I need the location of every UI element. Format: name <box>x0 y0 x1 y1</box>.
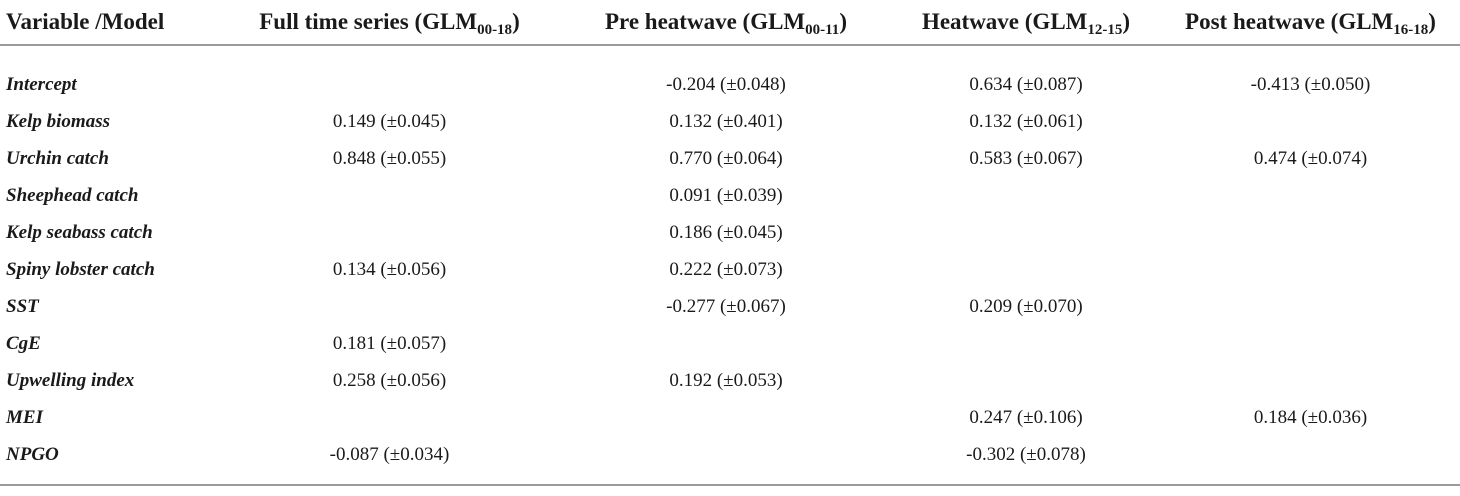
table-row: Urchin catch 0.848 (±0.055) 0.770 (±0.06… <box>0 140 1460 177</box>
variable-cell: Upwelling index <box>6 369 135 391</box>
variable-cell: Intercept <box>6 73 77 95</box>
heat-cell: 0.132 (±0.061) <box>969 110 1083 132</box>
pre-cell <box>561 325 891 362</box>
header-full-label: Full time series (GLM <box>259 9 478 34</box>
table-row: NPGO -0.087 (±0.034) -0.302 (±0.078) <box>0 436 1460 486</box>
full-cell: -0.087 (±0.034) <box>218 436 561 486</box>
full-cell: 0.134 (±0.056) <box>332 258 447 280</box>
header-post-heatwave: Post heatwave (GLM16-18) <box>1161 0 1460 46</box>
header-spacer <box>0 45 1460 66</box>
table-row: Kelp biomass 0.149 (±0.045) 0.132 (±0.40… <box>0 103 1460 140</box>
table-row: MEI 0.247 (±0.106) 0.184 (±0.036) <box>0 399 1460 436</box>
pre-cell: 0.770 (±0.064) <box>669 147 783 169</box>
post-cell <box>1161 362 1460 399</box>
post-cell: 0.474 (±0.074) <box>1253 147 1368 169</box>
header-heat-close: ) <box>1122 9 1131 34</box>
header-post-close: ) <box>1428 9 1436 34</box>
pre-cell: -0.204 (±0.048) <box>666 73 786 95</box>
header-post-sub: 16-18 <box>1393 22 1429 38</box>
full-cell <box>218 288 561 325</box>
variable-cell: Kelp seabass catch <box>6 221 153 243</box>
post-cell <box>1161 251 1460 288</box>
header-heat-sub: 12-15 <box>1087 22 1123 38</box>
post-cell <box>1161 436 1460 486</box>
pre-cell: 0.222 (±0.073) <box>669 258 783 280</box>
full-cell: 0.181 (±0.057) <box>332 332 447 354</box>
header-pre-heatwave: Pre heatwave (GLM00-11) <box>561 0 891 46</box>
full-cell <box>218 399 561 436</box>
full-cell: 0.258 (±0.056) <box>332 369 447 391</box>
heat-cell <box>891 177 1161 214</box>
header-full-time-series: Full time series (GLM00-18) <box>218 0 561 46</box>
variable-cell: Spiny lobster catch <box>6 258 155 280</box>
pre-cell: 0.132 (±0.401) <box>669 110 783 132</box>
heat-cell: 0.247 (±0.106) <box>969 406 1083 428</box>
table-header: Variable /Model Full time series (GLM00-… <box>0 0 1460 46</box>
full-cell: 0.149 (±0.045) <box>332 110 447 132</box>
heat-cell: 0.634 (±0.087) <box>969 73 1083 95</box>
heat-cell <box>891 325 1161 362</box>
header-row: Variable /Model Full time series (GLM00-… <box>0 0 1460 46</box>
table-body: Intercept -0.204 (±0.048) 0.634 (±0.087)… <box>0 45 1460 486</box>
table-row: Intercept -0.204 (±0.048) 0.634 (±0.087)… <box>0 66 1460 103</box>
variable-cell: Kelp biomass <box>6 110 110 132</box>
pre-cell: -0.277 (±0.067) <box>666 295 786 317</box>
table-row: Spiny lobster catch 0.134 (±0.056) 0.222… <box>0 251 1460 288</box>
table-row: Sheephead catch 0.091 (±0.039) <box>0 177 1460 214</box>
table-row: SST -0.277 (±0.067) 0.209 (±0.070) <box>0 288 1460 325</box>
variable-cell: CgE <box>6 332 41 354</box>
pre-cell: 0.186 (±0.045) <box>669 221 783 243</box>
post-cell: 0.184 (±0.036) <box>1253 406 1368 428</box>
header-heat-label: Heatwave (GLM <box>921 9 1088 34</box>
post-cell <box>1161 325 1460 362</box>
header-post-label: Post heatwave (GLM <box>1185 9 1394 34</box>
variable-cell: NPGO <box>0 436 218 486</box>
variable-cell: Sheephead catch <box>6 184 139 206</box>
heat-cell <box>891 251 1161 288</box>
variable-cell: MEI <box>6 406 43 428</box>
heat-cell <box>891 214 1161 251</box>
full-cell <box>218 66 561 103</box>
post-cell <box>1161 288 1460 325</box>
full-cell: 0.848 (±0.055) <box>332 147 447 169</box>
header-pre-sub: 00-11 <box>805 22 840 38</box>
variable-cell: Urchin catch <box>6 147 109 169</box>
header-pre-close: ) <box>839 9 847 34</box>
pre-cell: 0.091 (±0.039) <box>669 184 783 206</box>
header-heatwave: Heatwave (GLM12-15) <box>891 0 1161 46</box>
heat-cell <box>891 362 1161 399</box>
table-row: Upwelling index 0.258 (±0.056) 0.192 (±0… <box>0 362 1460 399</box>
variable-cell: SST <box>6 295 39 317</box>
table-row: Kelp seabass catch 0.186 (±0.045) <box>0 214 1460 251</box>
heat-cell: -0.302 (±0.078) <box>891 436 1161 486</box>
pre-cell: 0.192 (±0.053) <box>669 369 783 391</box>
full-cell <box>218 214 561 251</box>
header-variable-model: Variable /Model <box>0 0 218 46</box>
spacer-cell <box>0 45 1460 66</box>
header-full-close: ) <box>512 9 520 34</box>
post-cell <box>1161 214 1460 251</box>
glm-results-table: Variable /Model Full time series (GLM00-… <box>0 0 1460 486</box>
heat-cell: 0.209 (±0.070) <box>969 295 1083 317</box>
header-full-sub: 00-18 <box>477 22 513 38</box>
header-pre-label: Pre heatwave (GLM <box>605 9 806 34</box>
heat-cell: 0.583 (±0.067) <box>969 147 1083 169</box>
pre-cell <box>561 399 891 436</box>
pre-cell <box>561 436 891 486</box>
table-row: CgE 0.181 (±0.057) <box>0 325 1460 362</box>
full-cell <box>218 177 561 214</box>
post-cell: -0.413 (±0.050) <box>1250 73 1371 95</box>
post-cell <box>1161 177 1460 214</box>
post-cell <box>1161 103 1460 140</box>
